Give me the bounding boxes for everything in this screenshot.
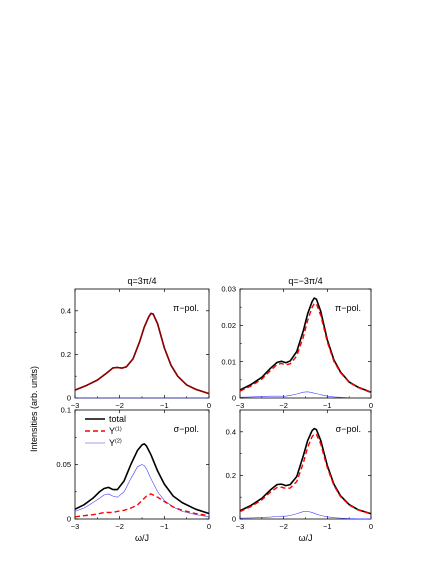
y-tick-label: 0	[232, 394, 236, 403]
panel-3: −3 −2 −1 0 0 0.05 0.1 σ−pol. ω/J total Y(1) Y(2)	[56, 406, 211, 543]
y-axis-label: Intensities (arb. units)	[29, 366, 39, 452]
x-tick-label: −2	[115, 401, 124, 410]
series-total-line	[74, 442, 210, 515]
polarization-annotation: σ−pol.	[336, 424, 361, 434]
y-tick-label: 0.4	[226, 427, 236, 436]
panel-title: q=3π/4	[128, 276, 157, 286]
x-tick-label: −1	[160, 522, 169, 531]
x-tick-label: −3	[71, 401, 80, 410]
y-tick-label: 0	[232, 515, 236, 524]
panel-title: q=−3π/4	[288, 276, 322, 286]
y-tick-label: 0	[67, 394, 71, 403]
y-tick-label: 0.01	[221, 357, 236, 366]
x-tick-label: −3	[236, 401, 245, 410]
y-tick-label: 0	[67, 515, 71, 524]
x-tick-label: −2	[279, 522, 288, 531]
y-tick-label: 0.1	[61, 406, 71, 415]
legend-label-total: total	[109, 414, 126, 424]
x-tick-label: 0	[369, 401, 373, 410]
polarization-annotation: π−pol.	[173, 303, 199, 313]
y-tick-label: 0.02	[221, 321, 236, 330]
panel-1: −3 −2 −1 0 0 0.2 0.4 q=3π/4 π−pol.	[61, 276, 212, 410]
series-y1-line	[74, 312, 210, 395]
panel-2: −3 −2 −1 0 0 0.01 0.02 0.03 q=−3π/4 π−pol.	[221, 276, 373, 410]
y-tick-label: 0.05	[56, 460, 71, 469]
x-axis-label: ω/J	[135, 533, 149, 543]
legend-label-y2: Y(2)	[109, 438, 122, 448]
x-tick-label: −3	[71, 522, 80, 531]
x-tick-label: 0	[207, 522, 211, 531]
x-tick-label: −3	[236, 522, 245, 531]
series-y2-line	[239, 511, 371, 520]
y-tick-label: 0.4	[61, 306, 71, 315]
x-tick-label: −1	[160, 401, 169, 410]
y-tick-label: 0.03	[221, 285, 236, 294]
polarization-annotation: σ−pol.	[174, 424, 199, 434]
x-tick-label: 0	[369, 522, 373, 531]
series-y2-line	[239, 391, 371, 398]
series-y2-line	[74, 464, 210, 518]
panel-4: −3 −2 −1 0 0 0.2 0.4 σ−pol. ω/J	[226, 409, 373, 543]
x-tick-label: −2	[115, 522, 124, 531]
legend: total Y(1) Y(2)	[85, 414, 126, 448]
x-tick-label: 0	[207, 401, 211, 410]
x-tick-label: −2	[279, 401, 288, 410]
series-y1-line	[74, 493, 210, 518]
y-tick-label: 0.2	[226, 471, 236, 480]
series-total-line	[239, 427, 372, 515]
x-tick-label: −1	[323, 401, 332, 410]
polarization-annotation: π−pol.	[335, 303, 361, 313]
x-axis-label: ω/J	[298, 533, 312, 543]
legend-label-y1: Y(1)	[109, 426, 122, 436]
y-tick-label: 0.2	[61, 350, 71, 359]
x-tick-label: −1	[323, 522, 332, 531]
series-y1-line	[239, 302, 372, 394]
